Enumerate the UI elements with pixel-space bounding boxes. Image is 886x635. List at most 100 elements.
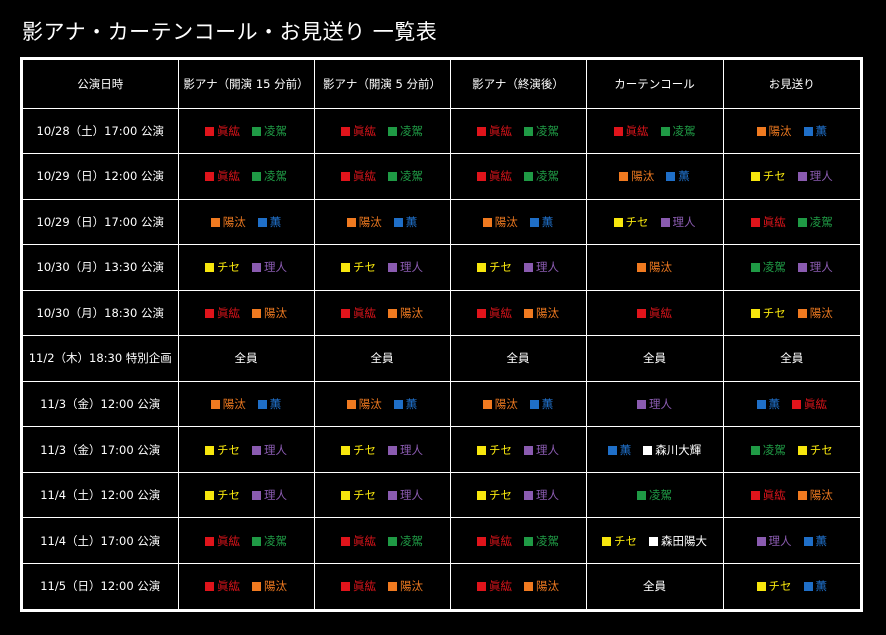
cast-name: チセ: [625, 214, 649, 229]
cast-name: 薫: [815, 123, 828, 138]
table-cell: チセ 理人: [313, 426, 451, 473]
cast-entry: 陽汰: [252, 305, 287, 321]
cast-entry: 眞紘: [750, 487, 786, 503]
table-cell: チセ 理人: [313, 471, 451, 519]
cast-name: チセ: [614, 533, 637, 548]
cast-entry: 薫: [803, 123, 828, 139]
table-row: 10/30（月）18:30 公演 眞紘 陽汰 眞紘 陽汰 眞紘 陽汰 眞紘 チセ 陽汰: [23, 289, 860, 337]
cast-name: 陽汰: [222, 396, 246, 411]
color-swatch: [792, 399, 801, 409]
table-cell: 陽汰 薫: [177, 380, 315, 428]
table-cell: 眞紘 凌駕: [449, 153, 587, 200]
color-swatch: [643, 445, 653, 455]
color-swatch: [346, 217, 356, 227]
cast-name: 凌駕: [264, 123, 287, 138]
cast-name: 眞紘: [217, 169, 240, 184]
color-swatch: [252, 536, 261, 546]
color-swatch: [257, 399, 267, 409]
cast-entry: 陽汰: [388, 578, 423, 594]
cast-name: 眞紘: [353, 305, 376, 320]
color-swatch: [529, 399, 539, 409]
color-swatch: [341, 491, 350, 501]
cast-entry: 薫: [529, 396, 553, 412]
cast-name: 理人: [264, 442, 287, 457]
cast-entry: 理人: [388, 442, 423, 458]
table-cell: 凌駕: [585, 471, 724, 519]
table-cell: 眞紘 凌駕: [585, 107, 724, 155]
color-swatch: [613, 126, 623, 136]
table-cell: 薫 森川大輝: [585, 426, 724, 473]
color-swatch: [803, 536, 813, 546]
cast-entry: 陽汰: [210, 214, 246, 230]
color-swatch: [257, 217, 267, 227]
table-row: 11/3（金）12:00 公演 陽汰 薫 陽汰 薫 陽汰 薫 理人 薫 眞紘: [23, 380, 860, 428]
cast-name: 理人: [809, 260, 833, 275]
cast-name: 陽汰: [809, 305, 833, 320]
color-swatch: [797, 445, 807, 455]
table-cell: 眞紘 凌駕: [722, 198, 860, 246]
color-swatch: [388, 126, 397, 136]
cast-entry: 凌駕: [750, 259, 786, 275]
color-swatch: [477, 491, 486, 501]
cast-name: 全員: [643, 351, 666, 366]
cast-entry: 全員: [371, 350, 394, 366]
cast-name: 眞紘: [489, 169, 512, 184]
table-cell: チセ 理人: [722, 153, 860, 200]
cast-entry: チセ: [205, 442, 240, 458]
table-cell: チセ 理人: [177, 471, 315, 519]
cast-name: 薫: [768, 396, 781, 411]
table-cell: 眞紘: [585, 289, 724, 337]
cast-name: 陽汰: [264, 579, 287, 594]
table-cell: チセ 理人: [313, 244, 451, 291]
cast-name: 凌駕: [536, 123, 559, 138]
cast-name: チセ: [217, 442, 240, 457]
cast-entry: 理人: [756, 533, 792, 549]
cast-name: チセ: [768, 579, 792, 594]
cast-name: 理人: [672, 214, 696, 229]
cast-entry: 薫: [607, 442, 631, 458]
table-cell: チセ 理人: [585, 198, 724, 246]
color-swatch: [252, 263, 261, 273]
color-swatch: [750, 172, 760, 182]
schedule-table-frame: 公演日時 影アナ（開演 15 分前） 影アナ（開演 5 分前） 影アナ（終演後）…: [20, 57, 863, 612]
color-swatch: [205, 263, 214, 273]
table-cell: 眞紘 陽汰: [313, 289, 451, 337]
table-cell: チセ 森田陽大: [585, 517, 724, 564]
cast-entry: 眞紘: [477, 168, 512, 184]
cast-entry: チセ: [341, 487, 376, 503]
cast-name: 眞紘: [489, 123, 512, 138]
cast-entry: 凌駕: [524, 123, 559, 139]
cast-name: 全員: [643, 579, 666, 594]
cast-entry: 凌駕: [388, 123, 423, 139]
cast-entry: 理人: [388, 259, 423, 275]
cast-entry: 陽汰: [797, 487, 833, 503]
cast-entry: 凌駕: [660, 123, 696, 139]
cast-name: 薫: [405, 396, 418, 411]
row-date: 11/2（木）18:30 特別企画: [23, 335, 179, 382]
table-cell: チセ 理人: [177, 244, 315, 291]
column-header-announce-15: 影アナ（開演 15 分前）: [177, 60, 315, 109]
cast-name: 陽汰: [222, 214, 246, 229]
cast-entry: 理人: [637, 396, 672, 412]
cast-name: 眞紘: [217, 579, 240, 594]
cast-name: 陽汰: [768, 123, 792, 138]
cast-entry: 理人: [797, 259, 833, 275]
color-swatch: [393, 399, 403, 409]
cast-name: 眞紘: [217, 533, 240, 548]
cast-entry: チセ: [205, 259, 240, 275]
cast-entry: チセ: [477, 442, 512, 458]
color-swatch: [477, 445, 486, 455]
cast-name: チセ: [353, 442, 376, 457]
cast-entry: 理人: [524, 259, 559, 275]
cast-entry: 陽汰: [346, 214, 382, 230]
cast-name: 眞紘: [353, 533, 376, 548]
color-swatch: [477, 582, 486, 592]
cast-entry: チセ: [750, 305, 786, 321]
color-swatch: [210, 399, 220, 409]
cast-entry: チセ: [341, 259, 376, 275]
cast-entry: 陽汰: [210, 396, 246, 412]
cast-entry: 眞紘: [341, 123, 376, 139]
cast-entry: 眞紘: [477, 123, 512, 139]
cast-name: チセ: [353, 488, 376, 503]
color-swatch: [756, 536, 766, 546]
